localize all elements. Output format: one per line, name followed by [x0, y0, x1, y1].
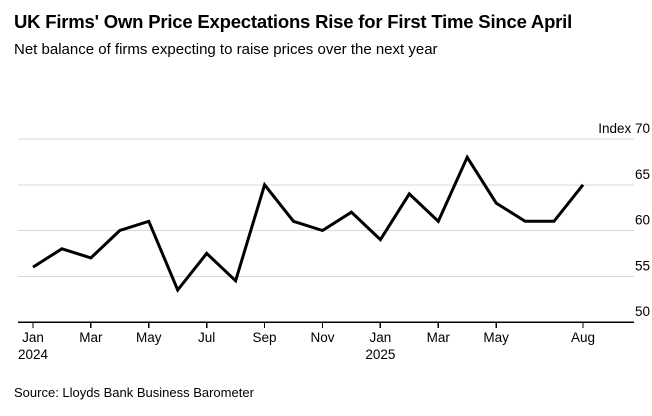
- data-line-series: [32, 154, 585, 293]
- x-axis-label: Jan: [22, 330, 44, 345]
- x-axis-year-label: 2025: [365, 347, 395, 362]
- chart-header: UK Firms' Own Price Expectations Rise fo…: [14, 10, 614, 59]
- x-axis-label: Jan: [369, 330, 391, 345]
- x-axis-label: May: [136, 330, 162, 345]
- y-axis-label: Index 70: [598, 121, 650, 136]
- x-axis-label: Sep: [253, 330, 277, 345]
- y-axis-label: 65: [635, 167, 650, 182]
- x-axis-year-label: 2024: [18, 347, 49, 362]
- y-axis-label: 50: [635, 304, 650, 319]
- x-axis-label: Nov: [310, 330, 334, 345]
- source-note: Source: Lloyds Bank Business Barometer: [14, 385, 254, 400]
- x-axis-label: Mar: [79, 330, 103, 345]
- x-axis-label: Aug: [571, 330, 595, 345]
- x-axis-label: Jul: [198, 330, 215, 345]
- chart-subtitle: Net balance of firms expecting to raise …: [14, 41, 438, 58]
- chart-title: UK Firms' Own Price Expectations Rise fo…: [14, 11, 573, 32]
- y-axis-label: 55: [635, 258, 650, 273]
- x-axis-label: Mar: [427, 330, 451, 345]
- y-axis-label: 60: [635, 213, 650, 228]
- x-axis-label: May: [483, 330, 509, 345]
